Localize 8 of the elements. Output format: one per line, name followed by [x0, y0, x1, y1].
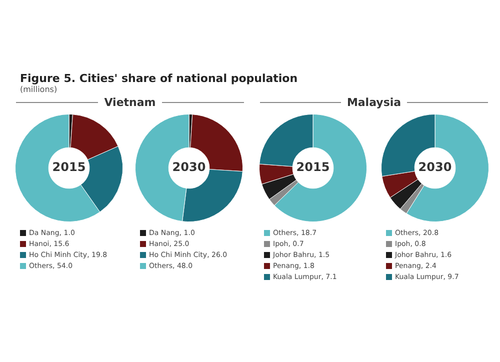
text: (millions) — [20, 85, 58, 94]
text: 2015 — [296, 160, 330, 174]
text: 2015 — [52, 160, 86, 174]
chart-subtitle: Vietnam — [104, 96, 156, 109]
chart-subtitle: Malaysia — [346, 96, 402, 109]
text: 2030 — [172, 160, 206, 174]
caption: Figure 5. Cities' share of national population — [20, 72, 298, 85]
text: 2030 — [418, 160, 452, 174]
